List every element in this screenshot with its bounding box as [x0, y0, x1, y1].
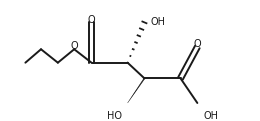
Text: OH: OH: [203, 111, 218, 121]
Text: OH: OH: [151, 17, 165, 27]
Text: O: O: [193, 39, 201, 49]
Text: O: O: [88, 15, 95, 25]
Polygon shape: [128, 78, 145, 103]
Text: O: O: [70, 41, 78, 51]
Text: HO: HO: [107, 111, 122, 121]
